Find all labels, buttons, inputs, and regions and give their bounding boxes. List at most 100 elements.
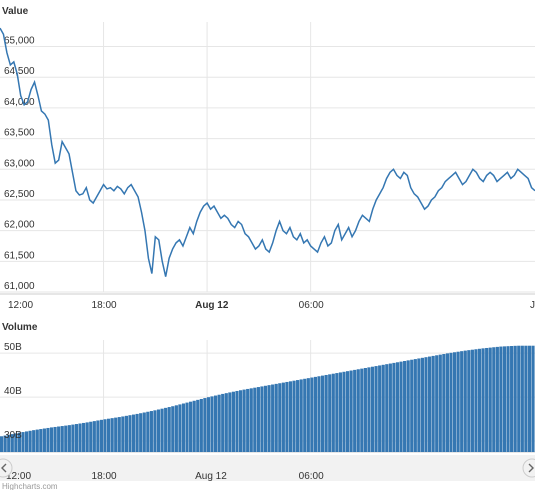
volume-bar <box>131 414 136 452</box>
volume-bar <box>524 345 528 452</box>
volume-bar <box>196 399 200 452</box>
volume-bar <box>420 357 425 452</box>
volume-bar <box>485 347 489 452</box>
volume-bar <box>46 427 50 452</box>
volume-bar <box>495 346 499 452</box>
volume-bar <box>374 366 378 452</box>
volume-bar <box>0 436 4 452</box>
navigator-x-axis-labels: 12:00 18:00 Aug 12 06:00 <box>6 471 324 482</box>
volume-bar <box>96 420 100 452</box>
volume-bar <box>146 411 150 452</box>
volume-y-tick-label: 40B <box>4 386 22 397</box>
volume-bar <box>328 374 332 452</box>
volume-bar <box>349 370 353 452</box>
volume-bar <box>460 351 464 452</box>
volume-bar <box>117 417 121 452</box>
volume-bar <box>506 346 510 452</box>
volume-bar <box>413 359 417 452</box>
volume-bar <box>32 430 36 452</box>
navigator-x-tick-label: 18:00 <box>92 471 117 482</box>
volume-bar <box>64 425 68 452</box>
volume-bar <box>449 352 453 452</box>
volume-bar <box>285 381 289 452</box>
volume-bar <box>499 346 503 452</box>
volume-bar <box>242 389 246 452</box>
volume-bar <box>299 379 303 452</box>
price-y-tick-label: 61,000 <box>4 281 35 292</box>
price-x-tick-label: 12:00 <box>8 300 33 311</box>
navigator-left-handle[interactable] <box>0 458 13 478</box>
navigator-right-handle[interactable] <box>522 458 535 478</box>
volume-bar <box>403 361 407 452</box>
volume-bar <box>210 396 214 452</box>
volume-bar <box>60 426 64 452</box>
volume-bar <box>42 428 46 452</box>
volume-bar <box>135 413 139 452</box>
volume-bar <box>53 426 57 452</box>
volume-bar <box>502 346 507 452</box>
volume-bar <box>253 387 257 452</box>
volume-bar <box>228 392 232 452</box>
volume-bar <box>28 430 32 452</box>
volume-bar <box>520 345 524 452</box>
price-y-tick-label: 64,500 <box>4 66 35 77</box>
volume-bar <box>353 369 357 452</box>
volume-bar <box>124 415 128 452</box>
volume-bar <box>488 347 492 452</box>
volume-bar <box>231 391 235 452</box>
volume-bar <box>435 355 439 452</box>
volume-bar <box>181 403 186 452</box>
volume-bar <box>281 382 285 452</box>
volume-bar <box>288 381 293 452</box>
volume-bar <box>99 419 104 452</box>
volume-bar <box>160 408 164 452</box>
volume-bar <box>367 367 371 452</box>
volume-bar <box>203 398 207 452</box>
volume-bar <box>271 384 275 452</box>
volume-bar <box>331 373 335 452</box>
volume-bar <box>445 353 449 452</box>
volume-bar <box>303 378 307 452</box>
volume-bar <box>189 401 193 452</box>
volume-bar <box>292 380 296 452</box>
navigator-x-tick-label: Aug 12 <box>195 471 227 482</box>
volume-bar <box>378 365 382 452</box>
volume-bar <box>399 361 403 452</box>
volume-bar <box>345 371 350 452</box>
volume-bar <box>456 351 460 452</box>
volume-bar <box>199 398 203 452</box>
volume-bar <box>153 410 157 452</box>
volume-bar <box>107 418 111 452</box>
volume-bar <box>121 416 125 452</box>
volume-y-axis-labels: 30B 40B 50B <box>4 342 22 441</box>
volume-bar <box>246 388 250 452</box>
volume-bar <box>338 372 342 452</box>
volume-bar <box>39 429 43 452</box>
chevron-left-icon <box>1 463 7 473</box>
volume-bar <box>306 378 310 452</box>
price-chart-title: Value <box>2 6 29 17</box>
volume-bar <box>477 348 482 452</box>
volume-bar <box>310 377 314 452</box>
price-y-tick-label: 63,500 <box>4 128 35 139</box>
volume-bar <box>85 422 89 452</box>
volume-bar <box>24 431 29 452</box>
navigator-strip[interactable] <box>0 455 535 481</box>
volume-bar <box>89 421 93 452</box>
volume-bar <box>174 405 178 452</box>
volume-bar <box>428 356 432 452</box>
volume-bar <box>114 417 118 452</box>
volume-chart-title: Volume <box>2 322 38 333</box>
price-x-tick-label: 06:00 <box>299 300 324 311</box>
volume-bar <box>388 363 392 452</box>
volume-bar <box>206 397 211 452</box>
volume-bar <box>356 369 360 452</box>
volume-bar <box>463 350 467 452</box>
volume-bar <box>235 390 239 452</box>
volume-bar <box>410 359 414 452</box>
volume-bar <box>167 407 171 452</box>
volume-bar <box>417 358 421 452</box>
price-x-tick-label: 18:00 <box>92 300 117 311</box>
volume-bar <box>10 434 14 452</box>
volume-bar <box>35 429 39 452</box>
